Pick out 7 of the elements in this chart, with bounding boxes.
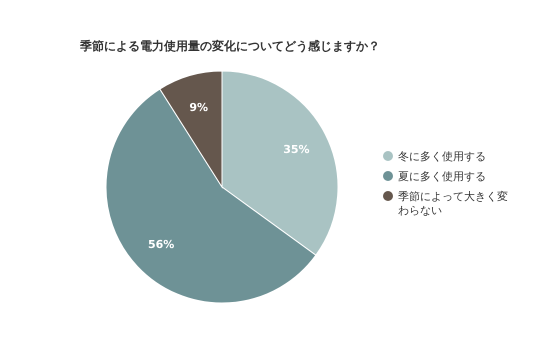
data-label: 56%	[148, 238, 174, 252]
legend-label: 季節によって大きく変わらない	[398, 190, 508, 217]
data-label: 35%	[283, 143, 310, 156]
data-label: 9%	[189, 100, 208, 114]
chart-title: 季節による電力使用量の変化についてどう感じますか？	[79, 39, 380, 53]
legend-label: 冬に多く使用する	[398, 150, 486, 163]
legend-label: 夏に多く使用する	[398, 170, 486, 183]
